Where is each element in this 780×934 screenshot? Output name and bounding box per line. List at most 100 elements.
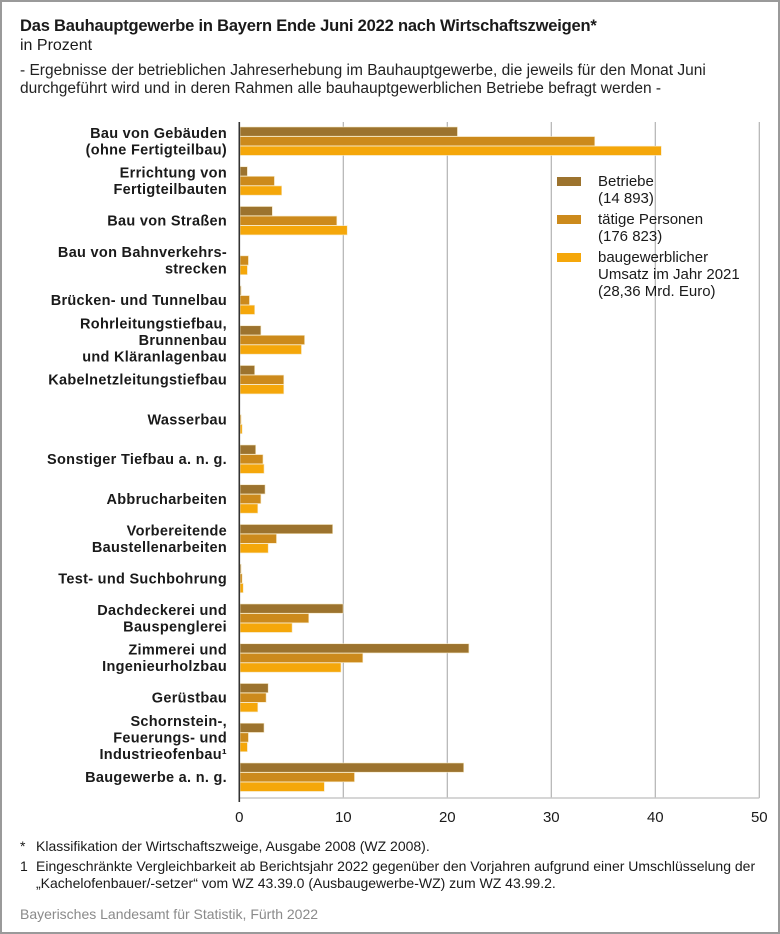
footnote-mark: 1 xyxy=(20,858,28,874)
bar-umsatz xyxy=(239,702,259,713)
bar-personen xyxy=(239,573,243,584)
category-label: Brücken- und Tunnelbau xyxy=(51,293,227,309)
gridlines xyxy=(342,122,760,798)
x-tick-label: 30 xyxy=(543,809,560,826)
bar-umsatz xyxy=(239,344,302,355)
bar-personen xyxy=(239,613,310,624)
category-label: Vorbereitende Baustellenarbeiten xyxy=(92,523,227,556)
bar-betriebe xyxy=(239,762,465,773)
bar-betriebe xyxy=(239,285,242,296)
footnote: * Klassifikation der Wirtschaftszweige, A… xyxy=(20,838,766,855)
bar-betriebe xyxy=(239,524,333,534)
bar-personen xyxy=(239,494,262,504)
category-label: Baugewerbe a. n. g. xyxy=(85,770,227,786)
bar-personen xyxy=(239,414,242,425)
bar-betriebe xyxy=(239,603,344,614)
category-label: Wasserbau xyxy=(147,412,227,428)
category-label: Bau von Straßen xyxy=(107,214,227,230)
bar-betriebe xyxy=(239,126,458,137)
legend-item: tätige Personen (176 823) xyxy=(557,211,740,245)
legend-label: baugewerblicher Umsatz im Jahr 2021 (28,… xyxy=(598,249,740,300)
x-tick-label: 20 xyxy=(439,809,456,826)
x-tick-label: 40 xyxy=(647,809,664,826)
legend-swatch xyxy=(557,253,581,262)
bar-umsatz xyxy=(239,583,244,593)
bar-personen xyxy=(239,533,277,544)
bar-betriebe xyxy=(239,444,257,455)
category-label: Dachdeckerei und Bauspenglerei xyxy=(97,603,227,636)
category-label: Schornstein-, Feuerungs- und Industrieofen… xyxy=(99,714,227,763)
category-label: Bau von Gebäuden (ohne Fertigteilbau) xyxy=(86,126,227,159)
bar-betriebe xyxy=(239,325,262,336)
chart-title: Das Bauhauptgewerbe in Bayern Ende Juni … xyxy=(20,17,597,35)
bar-personen xyxy=(239,335,305,345)
legend-item: Betriebe (14 893) xyxy=(557,173,740,207)
category-label: Sonstiger Tiefbau a. n. g. xyxy=(47,452,227,468)
bar-betriebe xyxy=(239,683,269,693)
footnotes: * Klassifikation der Wirtschaftszweige, A… xyxy=(20,838,766,895)
tick-labels: 0 10 20 30 40 50 xyxy=(235,809,768,826)
category-label: Bau von Bahnverkehrs-strecken xyxy=(58,245,227,278)
category-label: Test- und Suchbohrung xyxy=(58,571,227,587)
bar-personen xyxy=(239,454,264,465)
bar-umsatz xyxy=(239,185,283,196)
category-label: Kabelnetzleitungstiefbau xyxy=(48,373,227,389)
bar-umsatz xyxy=(239,622,293,633)
bar-umsatz xyxy=(239,742,248,752)
bar-personen xyxy=(239,772,355,783)
bar-umsatz xyxy=(239,781,325,792)
chart-description: - Ergebnisse der betrieblichen Jahreserh… xyxy=(20,62,706,97)
bar-betriebe xyxy=(239,643,470,654)
axes xyxy=(238,122,760,802)
bars xyxy=(239,126,662,792)
legend-swatch xyxy=(557,177,581,186)
category-labels: Bau von Gebäuden (ohne Fertigteilbau) Erri… xyxy=(47,126,227,786)
bar-betriebe xyxy=(239,563,242,574)
x-tick-label: 0 xyxy=(235,809,243,826)
category-label: Gerüstbau xyxy=(152,691,227,707)
bar-umsatz xyxy=(239,463,265,474)
bar-personen xyxy=(239,374,285,385)
bar-personen xyxy=(239,295,250,306)
bar-betriebe xyxy=(239,365,255,375)
bar-umsatz xyxy=(239,304,255,315)
footnote-mark: * xyxy=(20,838,26,854)
bar-umsatz xyxy=(239,662,342,673)
bar-umsatz xyxy=(239,225,348,236)
source-note: Bayerisches Landesamt für Statistik, Für… xyxy=(20,906,319,922)
bar-personen xyxy=(239,136,596,147)
bar-personen xyxy=(239,176,275,186)
x-tick-label: 50 xyxy=(751,809,768,826)
chart-subtitle: in Prozent xyxy=(20,37,93,54)
bar-umsatz xyxy=(239,503,259,514)
category-label: Zimmerei und Ingenieurholzbau xyxy=(102,643,227,676)
bar-betriebe xyxy=(239,206,273,216)
bar-betriebe xyxy=(239,166,248,177)
bar-personen xyxy=(239,255,249,266)
footnote: 1 Eingeschränkte Vergleichbarkeit ab Beri… xyxy=(20,858,766,892)
bar-umsatz xyxy=(239,384,285,395)
category-label: Errichtung von Fertigteilbauten xyxy=(113,166,227,199)
bar-umsatz xyxy=(239,145,662,156)
bar-personen xyxy=(239,732,249,743)
x-tick-label: 10 xyxy=(335,809,352,826)
bar-personen xyxy=(239,692,267,703)
footnote-text: Klassifikation der Wirtschaftszweige, Au… xyxy=(36,838,430,854)
legend-swatch xyxy=(557,215,581,224)
category-label: Abbrucharbeiten xyxy=(106,492,227,508)
legend: Betriebe (14 893) tätige Personen (176 82… xyxy=(557,173,740,304)
bar-umsatz xyxy=(239,424,243,434)
bar-personen xyxy=(239,653,364,663)
legend-item: baugewerblicher Umsatz im Jahr 2021 (28,… xyxy=(557,249,740,300)
bar-personen xyxy=(239,215,338,226)
bar-umsatz xyxy=(239,543,269,554)
bar-betriebe xyxy=(239,484,266,495)
bar-umsatz xyxy=(239,265,248,275)
category-label: Rohrleitungstiefbau, Brunnenbau und Kläran… xyxy=(80,316,227,365)
legend-label: Betriebe (14 893) xyxy=(598,173,654,207)
footnote-text: Eingeschränkte Vergleichbarkeit ab Beric… xyxy=(36,858,756,891)
legend-label: tätige Personen (176 823) xyxy=(598,211,704,245)
bar-betriebe xyxy=(239,722,265,733)
